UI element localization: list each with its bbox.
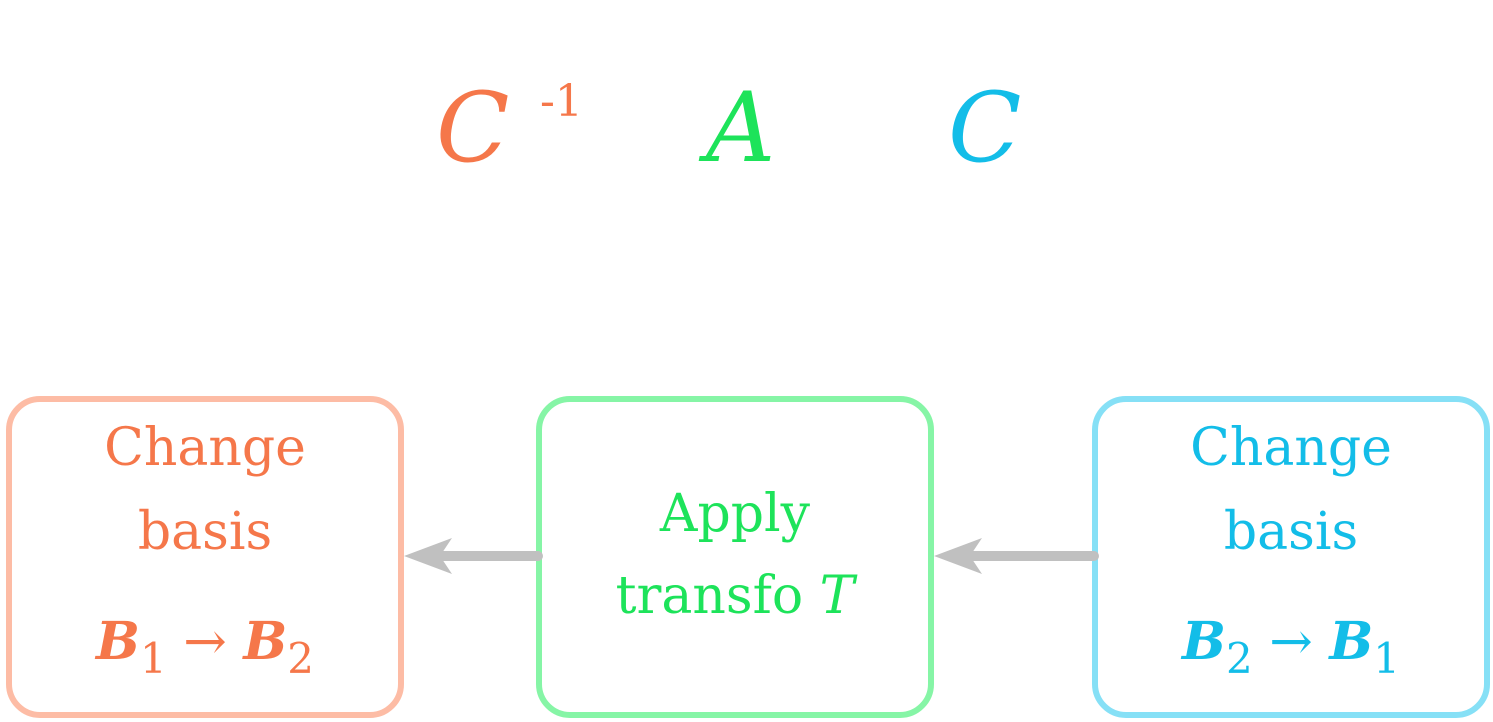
apply-transformation-box: Apply transfo T	[536, 396, 934, 718]
box-line-2: basis	[1223, 502, 1359, 562]
basis-arrow: →	[1269, 612, 1313, 672]
basis-arrow: →	[183, 612, 227, 672]
basis-to-index: 2	[287, 634, 314, 683]
formula-c-inverse: C	[436, 72, 510, 184]
basis-to-index: 1	[1373, 634, 1400, 683]
basis-to: B	[243, 611, 288, 672]
basis-to: B	[1329, 611, 1374, 672]
basis-change-expression: B2 → B1	[1098, 616, 1484, 680]
basis-from-index: 1	[139, 634, 167, 683]
box-line-2: basis	[137, 502, 273, 562]
formula-c: C	[948, 72, 1022, 184]
basis-change-expression: B1 → B2	[12, 616, 398, 680]
formula-inverse-superscript: -1	[540, 76, 583, 127]
transformation-symbol: T	[819, 566, 855, 626]
box-line-2-row: transfo T	[542, 570, 928, 622]
basis-from-index: 2	[1225, 634, 1253, 683]
basis-from: B	[1181, 611, 1226, 672]
change-basis-b1-to-b2-box: Change basis B1 → B2	[6, 396, 404, 718]
box-line-1: Change	[1190, 418, 1392, 478]
arrow-middle-to-left	[404, 538, 543, 574]
formula-a: A	[706, 72, 776, 184]
box-line-2: transfo	[615, 566, 804, 626]
arrow-right-to-middle	[934, 538, 1099, 574]
basis-from: B	[95, 611, 140, 672]
box-line-1: Apply	[659, 484, 811, 544]
box-line-1: Change	[104, 418, 306, 478]
